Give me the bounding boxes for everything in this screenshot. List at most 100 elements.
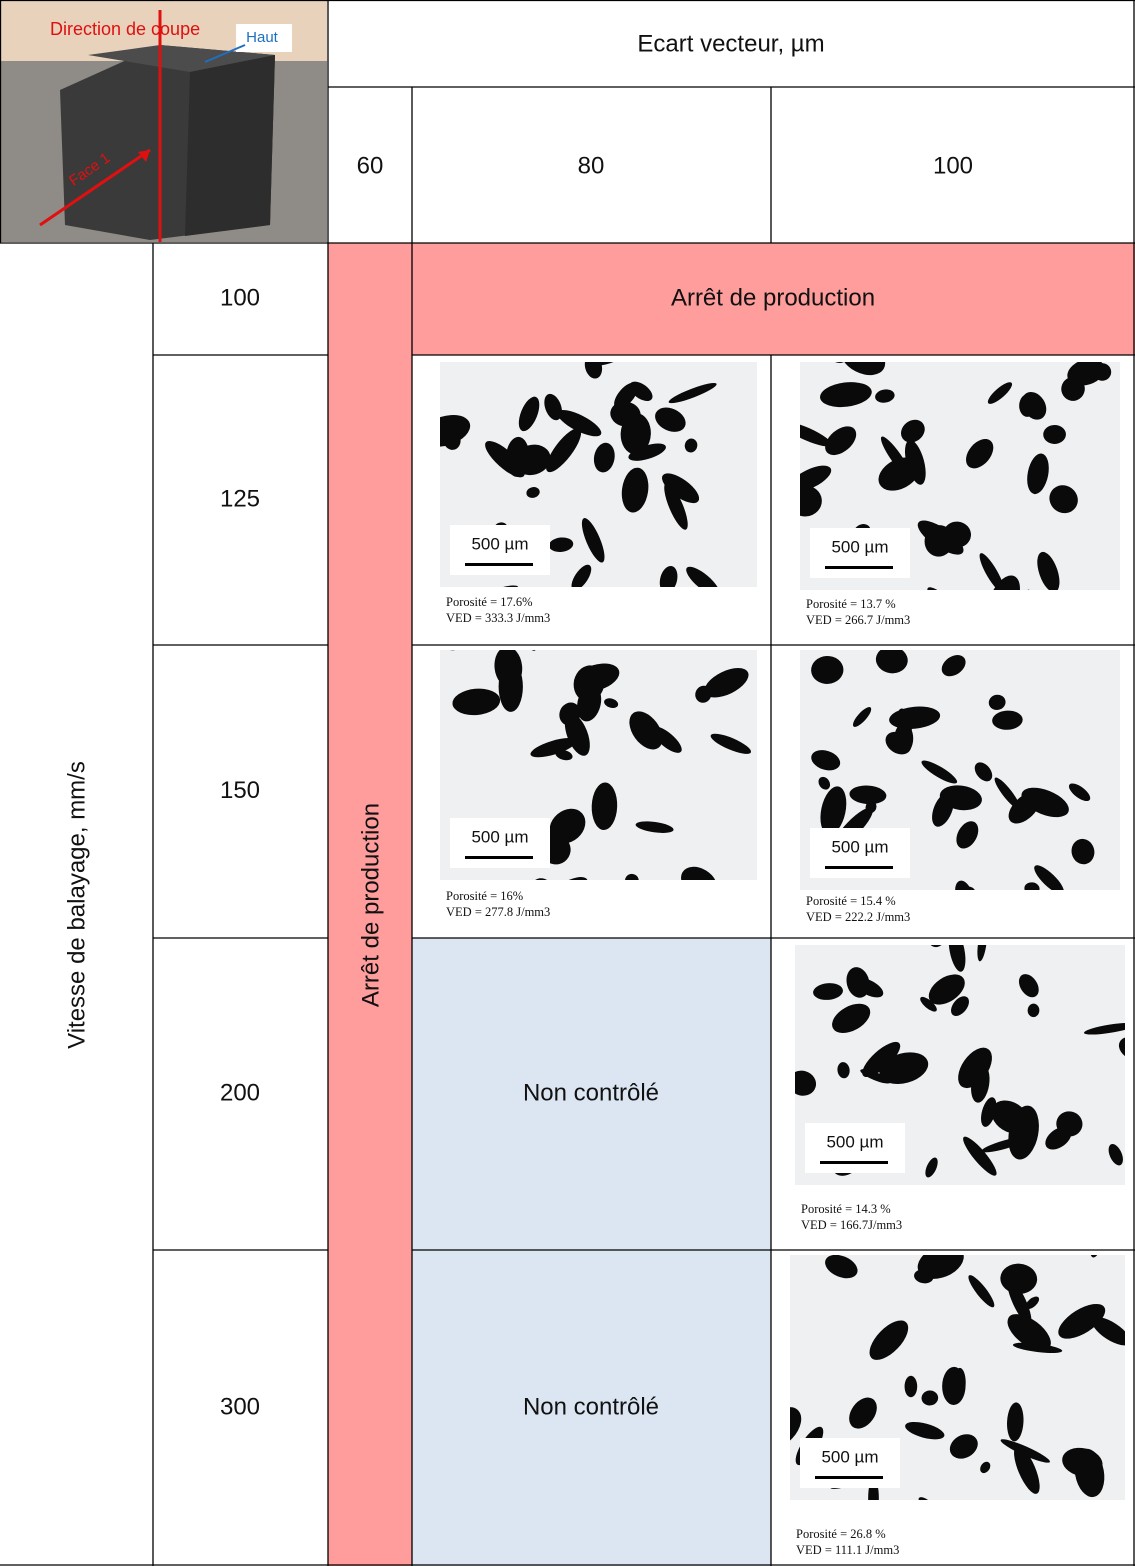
scale-box: [450, 525, 550, 575]
micrograph: 500 µm Porosité = 13.7 % VED = 266.7 J/mm3: [800, 362, 1120, 627]
pore: [987, 575, 1020, 590]
pore: [949, 1434, 978, 1459]
pore: [628, 443, 666, 461]
pore: [625, 873, 639, 880]
pore: [875, 650, 908, 674]
pore: [591, 883, 622, 915]
pore: [825, 1255, 858, 1279]
pore: [620, 413, 651, 455]
pore: [681, 866, 717, 880]
scale-label: 500 µm: [831, 537, 888, 556]
micrograph: 500 µm Porosité = 17.6% VED = 333.3 J/mm3: [440, 362, 757, 625]
micrograph-image: [440, 362, 757, 587]
micrograph: 500 µm Porosité = 15.4 % VED = 222.2 J/mm3: [800, 618, 1120, 940]
pore: [543, 823, 584, 847]
pore: [1049, 485, 1078, 514]
pore: [548, 537, 574, 552]
pore: [621, 467, 649, 513]
pore: [942, 1366, 966, 1406]
pore: [911, 1202, 944, 1248]
scale-label: 500 µm: [831, 837, 888, 856]
pore: [1007, 1402, 1024, 1442]
scale-box: [810, 528, 910, 578]
pore: [440, 414, 471, 447]
pore: [710, 733, 752, 754]
pore: [852, 707, 872, 727]
pore: [593, 442, 615, 473]
pore: [924, 525, 954, 557]
pore: [878, 457, 920, 491]
scale-bar: [815, 1476, 883, 1479]
pore: [1068, 783, 1091, 802]
porosity-caption: Porosité = 26.8 %: [796, 1527, 886, 1541]
ved-caption: VED = 166.7J/mm3: [801, 1218, 902, 1232]
pore: [921, 1390, 939, 1406]
pore: [968, 1275, 995, 1308]
pore: [837, 1062, 850, 1079]
pore: [813, 983, 843, 1000]
pore: [849, 1397, 877, 1429]
pore: [1024, 882, 1040, 890]
pore: [485, 440, 525, 478]
pore: [1062, 1447, 1103, 1477]
scale-bar: [820, 1161, 888, 1164]
pore: [659, 565, 678, 587]
porosity-caption: Porosité = 13.7 %: [806, 597, 896, 611]
pore: [951, 996, 969, 1016]
pore: [966, 438, 994, 469]
pore: [1091, 1317, 1125, 1346]
pore: [1043, 424, 1066, 444]
pore: [604, 698, 619, 708]
pore: [1022, 589, 1035, 590]
pore: [629, 711, 663, 750]
speed-label: 150: [220, 777, 260, 804]
pore: [1108, 1144, 1123, 1166]
scale-bar: [465, 563, 533, 566]
pore: [980, 618, 1003, 639]
pore: [987, 382, 1013, 404]
pore: [635, 821, 674, 833]
pore: [584, 362, 603, 379]
pore: [1093, 363, 1112, 381]
pore: [1000, 1439, 1050, 1463]
pore: [629, 381, 653, 402]
column-header: 100: [933, 152, 973, 179]
pore: [941, 655, 966, 677]
pore: [832, 1003, 871, 1033]
speed-label: 100: [220, 284, 260, 311]
pore: [1071, 838, 1095, 865]
unchecked-cell: [412, 1250, 771, 1566]
pore: [581, 518, 605, 563]
pore: [854, 977, 884, 998]
porosity-caption: Porosité = 16%: [446, 889, 523, 903]
pore: [526, 487, 540, 498]
pore: [840, 362, 886, 376]
pore: [800, 485, 822, 517]
pore: [862, 1041, 901, 1077]
pore: [684, 438, 698, 453]
pore: [820, 786, 847, 835]
pore: [1061, 376, 1085, 401]
unchecked-cell: [412, 938, 771, 1250]
scale-bar: [825, 866, 893, 869]
pore: [955, 895, 1001, 940]
pore: [530, 738, 577, 758]
photo-label: Direction de coupe: [50, 19, 200, 39]
pore: [800, 421, 832, 447]
pore: [795, 1070, 817, 1096]
pore: [564, 713, 590, 756]
pore: [518, 396, 540, 432]
pore: [530, 878, 552, 880]
ved-caption: VED = 333.3 J/mm3: [446, 611, 550, 625]
pore: [668, 383, 717, 404]
pore: [811, 750, 841, 771]
pore: [577, 684, 602, 722]
pore: [704, 668, 749, 698]
pore: [880, 436, 912, 479]
pore: [925, 1157, 938, 1178]
pore: [868, 1478, 879, 1500]
ved-caption: VED = 111.1 J/mm3: [796, 1543, 899, 1557]
pore: [963, 1136, 997, 1176]
pore: [546, 428, 582, 473]
